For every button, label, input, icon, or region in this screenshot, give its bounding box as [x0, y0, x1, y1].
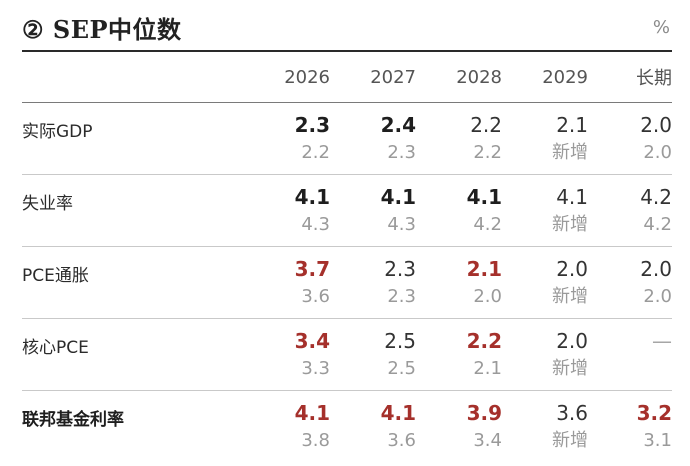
- row-core-pce: 核心PCE 3.4 3.3 2.5 2.5 2.2 2.1 2.0 新增 —: [22, 318, 672, 391]
- sep-table: 2026 2027 2028 2029 长期 实际GDP 2.3 2.2 2.4 2…: [22, 52, 672, 462]
- column-header-2027: 2027: [330, 52, 416, 103]
- current-value: 2.4: [380, 113, 416, 137]
- current-value: 2.3: [294, 113, 330, 137]
- current-value: 2.1: [556, 113, 588, 137]
- previous-value: 新增: [552, 286, 588, 307]
- row-unemployment-rate: 失业率 4.1 4.3 4.1 4.3 4.1 4.2 4.1 新增 4.2 4.2: [22, 174, 672, 247]
- current-value: 2.0: [640, 113, 672, 137]
- previous-value: 3.3: [301, 358, 330, 379]
- title-row: ② SEP中位数 %: [22, 0, 672, 50]
- previous-value: 2.2: [473, 142, 502, 163]
- current-value: 4.1: [556, 185, 588, 209]
- column-header-2028: 2028: [416, 52, 502, 103]
- current-value: 3.2: [636, 401, 672, 425]
- current-value: 2.1: [466, 257, 502, 281]
- previous-value: 2.1: [473, 358, 502, 379]
- current-value: 2.0: [556, 257, 588, 281]
- current-value: 4.1: [294, 185, 330, 209]
- previous-value: 2.3: [387, 286, 416, 307]
- row-real-gdp: 实际GDP 2.3 2.2 2.4 2.3 2.2 2.2 2.1 新增 2.0 2.0: [22, 102, 672, 175]
- column-header-longer-run: 长期: [588, 52, 672, 103]
- current-value: 2.2: [470, 113, 502, 137]
- previous-value: 新增: [552, 142, 588, 163]
- previous-value: 3.6: [301, 286, 330, 307]
- row-label: 核心PCE: [22, 318, 244, 391]
- title-divider: [22, 50, 672, 52]
- current-value: 4.1: [380, 401, 416, 425]
- current-value: 2.5: [384, 329, 416, 353]
- previous-value: 3.8: [301, 430, 330, 451]
- row-label: 实际GDP: [22, 102, 244, 175]
- current-value: 3.7: [294, 257, 330, 281]
- current-value: 3.6: [556, 401, 588, 425]
- panel-title: ② SEP中位数: [22, 15, 182, 44]
- current-value: 3.4: [294, 329, 330, 353]
- previous-value: 2.3: [387, 142, 416, 163]
- current-value: 4.1: [380, 185, 416, 209]
- row-label: 失业率: [22, 174, 244, 247]
- previous-value: 4.3: [301, 214, 330, 235]
- row-label: 联邦基金利率: [22, 410, 124, 430]
- current-value: 2.0: [640, 257, 672, 281]
- current-value: 3.9: [466, 401, 502, 425]
- previous-value: 3.4: [473, 430, 502, 451]
- row-label: PCE通胀: [22, 246, 244, 319]
- current-value: —: [652, 329, 672, 353]
- header-label-cell: [22, 52, 244, 103]
- previous-value: 新增: [552, 430, 588, 451]
- previous-value: 2.0: [643, 142, 672, 163]
- current-value: 2.2: [466, 329, 502, 353]
- header-row: 2026 2027 2028 2029 长期: [22, 52, 672, 103]
- previous-value: 4.3: [387, 214, 416, 235]
- row-federal-funds-rate: 联邦基金利率 4.1 3.8 4.1 3.6 3.9 3.4 3.6 新增 3.2 3.1: [22, 391, 672, 463]
- current-value: 4.1: [466, 185, 502, 209]
- previous-value: 3.1: [643, 430, 672, 451]
- previous-value: 新增: [552, 214, 588, 235]
- current-value: 4.2: [640, 185, 672, 209]
- row-pce-inflation: PCE通胀 3.7 3.6 2.3 2.3 2.1 2.0 2.0 新增 2.0 2.0: [22, 246, 672, 319]
- previous-value: 新增: [552, 358, 588, 379]
- unit-label: %: [652, 17, 670, 38]
- previous-value: 2.2: [301, 142, 330, 163]
- current-value: 2.0: [556, 329, 588, 353]
- column-header-2026: 2026: [244, 52, 330, 103]
- current-value: 4.1: [294, 401, 330, 425]
- current-value: 2.3: [384, 257, 416, 281]
- previous-value: 2.5: [387, 358, 416, 379]
- previous-value: 3.6: [387, 430, 416, 451]
- previous-value: 4.2: [473, 214, 502, 235]
- column-header-2029: 2029: [502, 52, 588, 103]
- previous-value: 4.2: [643, 214, 672, 235]
- previous-value: 2.0: [473, 286, 502, 307]
- previous-value: 2.0: [643, 286, 672, 307]
